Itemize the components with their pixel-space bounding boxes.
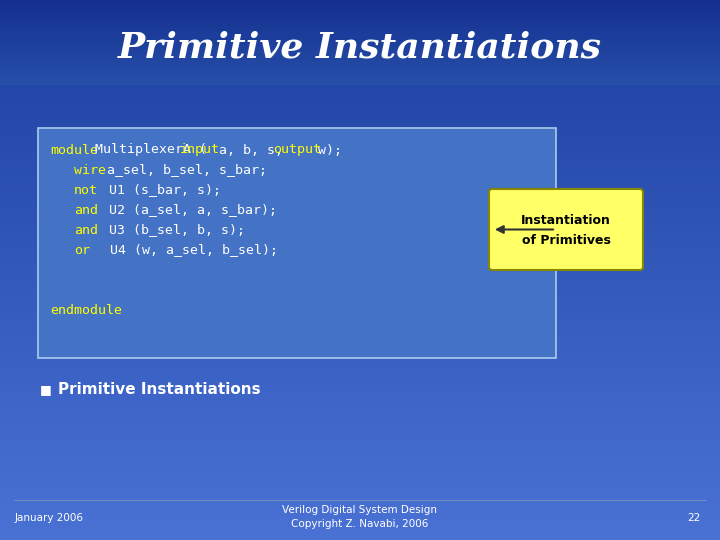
Text: and: and xyxy=(74,204,98,217)
FancyBboxPatch shape xyxy=(38,128,556,358)
Text: not: not xyxy=(74,184,98,197)
Text: of Primitives: of Primitives xyxy=(521,234,611,247)
Text: MultiplexerA (: MultiplexerA ( xyxy=(87,144,207,157)
Text: input: input xyxy=(180,144,220,157)
Text: U4 (w, a_sel, b_sel);: U4 (w, a_sel, b_sel); xyxy=(86,244,279,256)
Text: January 2006: January 2006 xyxy=(15,513,84,523)
Text: U3 (b_sel, b, s);: U3 (b_sel, b, s); xyxy=(93,224,245,237)
Text: U2 (a_sel, a, s_bar);: U2 (a_sel, a, s_bar); xyxy=(93,204,276,217)
Text: Primitive Instantiations: Primitive Instantiations xyxy=(118,31,602,65)
Text: Copyright Z. Navabi, 2006: Copyright Z. Navabi, 2006 xyxy=(292,519,428,529)
Text: a_sel, b_sel, s_bar;: a_sel, b_sel, s_bar; xyxy=(99,164,267,177)
Text: module: module xyxy=(50,144,98,157)
Text: w);: w); xyxy=(310,144,343,157)
Text: 22: 22 xyxy=(687,513,700,523)
Text: Instantiation: Instantiation xyxy=(521,214,611,227)
Text: wire: wire xyxy=(74,164,106,177)
Text: Primitive Instantiations: Primitive Instantiations xyxy=(58,382,261,397)
Text: Verilog Digital System Design: Verilog Digital System Design xyxy=(282,505,438,515)
Text: U1 (s_bar, s);: U1 (s_bar, s); xyxy=(93,184,220,197)
FancyBboxPatch shape xyxy=(489,189,643,270)
Text: a, b, s,: a, b, s, xyxy=(211,144,291,157)
Text: or: or xyxy=(74,244,90,256)
Text: and: and xyxy=(74,224,98,237)
Text: endmodule: endmodule xyxy=(50,303,122,316)
Text: ■: ■ xyxy=(40,383,52,396)
Text: output: output xyxy=(273,144,321,157)
